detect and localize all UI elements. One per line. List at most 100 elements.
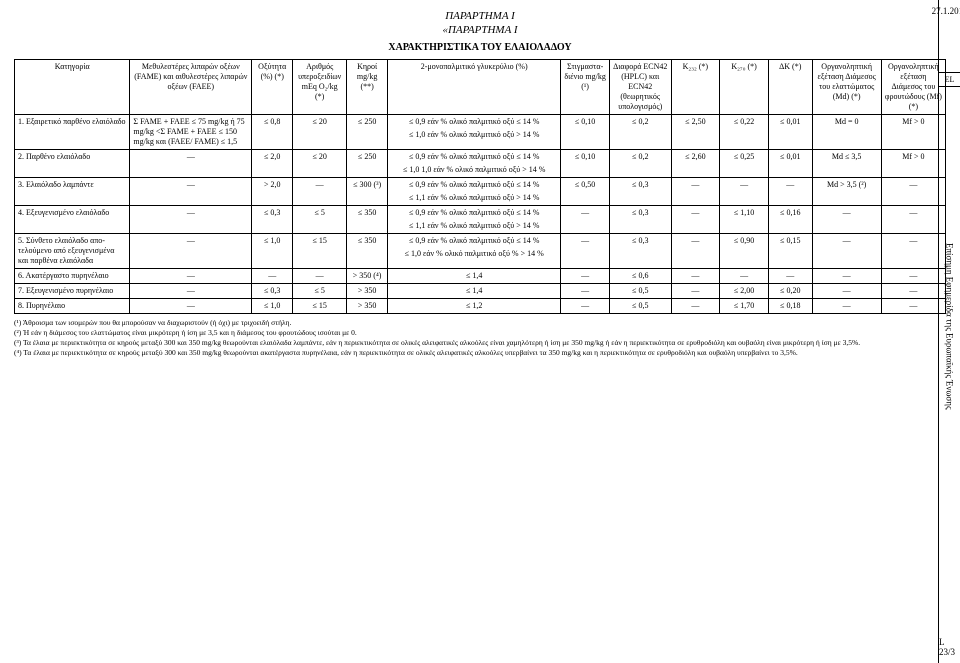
cell-k270: ≤ 0,25	[720, 150, 769, 178]
cell-acid: ≤ 0,8	[252, 115, 293, 150]
cell-acid: ≤ 2,0	[252, 150, 293, 178]
table-title: ΧΑΡΑΚΤΗΡΙΣΤΙΚΑ ΤΟΥ ΕΛΑΙΟΛΑΔΟΥ	[14, 42, 946, 53]
cell-stig: ≤ 0,10	[561, 150, 610, 178]
cell-mono: ≤ 0,9 εάν % ολικό παλμι­τικό οξύ ≤ 14 %≤…	[388, 150, 561, 178]
cell-dk: ≤ 0,01	[768, 115, 812, 150]
title-block: ΠΑΡΑΡΤΗΜΑ I «ΠΑΡΑΡΤΗΜΑ I ΧΑΡΑΚΤΗΡΙΣΤΙΚΑ …	[14, 10, 946, 53]
margin-page: L 23/3	[939, 637, 960, 657]
hdr-k270: K₂₇₀ (*)	[720, 60, 769, 115]
cell-stig: ≤ 0,10	[561, 115, 610, 150]
cell-cat: 4. Εξευγενισμένο ελαιόλαδο	[15, 206, 130, 234]
cell-mf: —	[881, 284, 945, 299]
cell-mono: ≤ 1,2	[388, 299, 561, 314]
table-row: 1. Εξαιρετικό παρθένο ελαι­όλαδοΣ FAME +…	[15, 115, 946, 150]
cell-ecn: ≤ 0,5	[609, 299, 671, 314]
cell-mono: ≤ 1,4	[388, 269, 561, 284]
hdr-wax: Κηροί mg/kg (**)	[347, 60, 388, 115]
cell-wax: > 350 (⁴)	[347, 269, 388, 284]
cell-cat: 6. Ακατέργαστο πυρηνέλαιο	[15, 269, 130, 284]
cell-md: —	[812, 206, 881, 234]
cell-k232: ≤ 2,50	[671, 115, 720, 150]
cell-wax: ≤ 300 (³)	[347, 178, 388, 206]
cell-k270: ≤ 2,00	[720, 284, 769, 299]
cell-k232: —	[671, 178, 720, 206]
cell-acid: —	[252, 269, 293, 284]
footnote-4: (⁴) Τα έλαια με περιεκτικότητα σε κηρούς…	[14, 348, 946, 357]
cell-fame: —	[130, 299, 252, 314]
cell-k232: —	[671, 234, 720, 269]
hdr-acidity: Οξύτητα (%) (*)	[252, 60, 293, 115]
table-row: 8. Πυρηνέλαιο—≤ 1,0≤ 15> 350≤ 1,2—≤ 0,5—…	[15, 299, 946, 314]
cell-k270: —	[720, 178, 769, 206]
cell-md: Md ≤ 3,5	[812, 150, 881, 178]
table-row: 2. Παρθένο ελαιόλαδο—≤ 2,0≤ 20≤ 250≤ 0,9…	[15, 150, 946, 178]
cell-mf: Mf > 0	[881, 115, 945, 150]
cell-wax: > 350	[347, 284, 388, 299]
cell-md: —	[812, 234, 881, 269]
cell-stig: —	[561, 269, 610, 284]
cell-fame: —	[130, 284, 252, 299]
cell-ecn: ≤ 0,3	[609, 178, 671, 206]
cell-fame: —	[130, 269, 252, 284]
cell-mono: ≤ 0,9 εάν % ολικό παλμι­τικό οξύ ≤ 14 %≤…	[388, 178, 561, 206]
margin-date: 27.1.2011	[932, 6, 960, 16]
cell-k270: ≤ 0,90	[720, 234, 769, 269]
cell-wax: > 350	[347, 299, 388, 314]
cell-stig: —	[561, 234, 610, 269]
cell-mf: —	[881, 234, 945, 269]
cell-md: —	[812, 284, 881, 299]
cell-cat: 1. Εξαιρετικό παρθένο ελαι­όλαδο	[15, 115, 130, 150]
cell-k270: —	[720, 269, 769, 284]
hdr-k232: K₂₃₂ (*)	[671, 60, 720, 115]
cell-cat: 8. Πυρηνέλαιο	[15, 299, 130, 314]
cell-cat: 2. Παρθένο ελαιόλαδο	[15, 150, 130, 178]
cell-fame: —	[130, 206, 252, 234]
cell-wax: ≤ 250	[347, 150, 388, 178]
cell-perox: ≤ 15	[293, 234, 347, 269]
cell-ecn: ≤ 0,2	[609, 115, 671, 150]
cell-acid: ≤ 0,3	[252, 284, 293, 299]
cell-stig: —	[561, 299, 610, 314]
margin-lang: EL	[939, 72, 960, 87]
cell-perox: ≤ 5	[293, 284, 347, 299]
cell-cat: 3. Ελαιόλαδο λαμπάντε	[15, 178, 130, 206]
cell-stig: —	[561, 284, 610, 299]
cell-perox: ≤ 20	[293, 150, 347, 178]
footnote-1: (¹) Άθροισμα των ισομερών που θα μπορούσ…	[14, 318, 946, 327]
page-content: ΠΑΡΑΡΤΗΜΑ I «ΠΑΡΑΡΤΗΜΑ I ΧΑΡΑΚΤΗΡΙΣΤΙΚΑ …	[0, 0, 960, 366]
hdr-stig: Στιγμαστα­διένιο mg/kg (¹)	[561, 60, 610, 115]
cell-fame: Σ FAME + FAEE ≤ 75 mg/kg ή 75 mg/kg <Σ F…	[130, 115, 252, 150]
cell-ecn: ≤ 0,5	[609, 284, 671, 299]
cell-dk: ≤ 0,01	[768, 150, 812, 178]
cell-mf: —	[881, 299, 945, 314]
cell-dk: —	[768, 269, 812, 284]
cell-k270: ≤ 0,22	[720, 115, 769, 150]
cell-cat: 7. Εξευγενισμένο πυρηνέ­λαιο	[15, 284, 130, 299]
cell-perox: ≤ 15	[293, 299, 347, 314]
hdr-mono: 2-μονοπαλμιτικό γλυκερύλιο (%)	[388, 60, 561, 115]
cell-dk: ≤ 0,15	[768, 234, 812, 269]
margin-journal: Επίσημη Εφημερίδα της Ευρωπαϊκής Ένωσης	[945, 243, 955, 410]
table-row: 5. Σύνθετο ελαιόλαδο απο­τελούμενο από ε…	[15, 234, 946, 269]
cell-k270: ≤ 1,10	[720, 206, 769, 234]
cell-k232: —	[671, 269, 720, 284]
cell-md: —	[812, 299, 881, 314]
cell-ecn: ≤ 0,3	[609, 234, 671, 269]
hdr-ecn: Διαφορά ECN42 (HPLC) και ECN42 (θεωρητικ…	[609, 60, 671, 115]
cell-ecn: ≤ 0,3	[609, 206, 671, 234]
cell-wax: ≤ 250	[347, 115, 388, 150]
cell-fame: —	[130, 178, 252, 206]
cell-dk: ≤ 0,16	[768, 206, 812, 234]
table-row: 6. Ακατέργαστο πυρηνέλαιο———> 350 (⁴)≤ 1…	[15, 269, 946, 284]
cell-perox: —	[293, 178, 347, 206]
cell-mf: Mf > 0	[881, 150, 945, 178]
table-row: 3. Ελαιόλαδο λαμπάντε—> 2,0—≤ 300 (³)≤ 0…	[15, 178, 946, 206]
header-row: Κατηγορία Μεθυλεστέρες λιπαρών οξέων (FA…	[15, 60, 946, 115]
cell-perox: ≤ 20	[293, 115, 347, 150]
cell-mf: —	[881, 178, 945, 206]
cell-mono: ≤ 0,9 εάν % ολικό παλμι­τικό οξύ ≤ 14 %≤…	[388, 115, 561, 150]
footnote-3: (³) Τα έλαια με περιεκτικότητα σε κηρούς…	[14, 338, 946, 347]
cell-md: —	[812, 269, 881, 284]
hdr-category: Κατηγορία	[15, 60, 130, 115]
cell-stig: —	[561, 206, 610, 234]
